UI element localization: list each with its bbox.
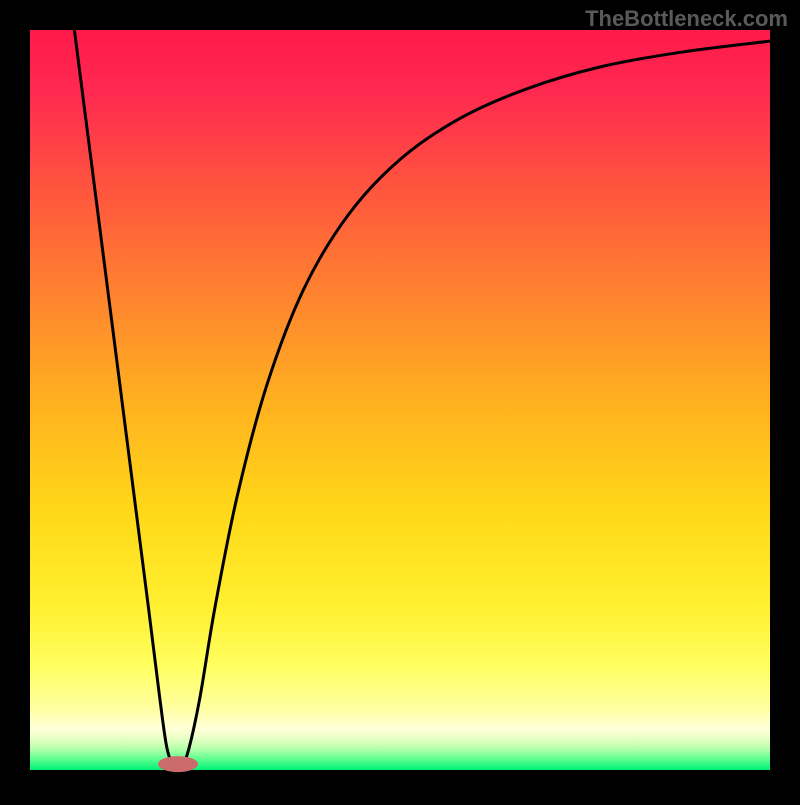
bottleneck-chart	[0, 0, 800, 800]
watermark-text: TheBottleneck.com	[585, 6, 788, 32]
chart-svg	[0, 0, 800, 800]
optimal-marker	[158, 756, 198, 772]
plot-background	[30, 30, 770, 770]
